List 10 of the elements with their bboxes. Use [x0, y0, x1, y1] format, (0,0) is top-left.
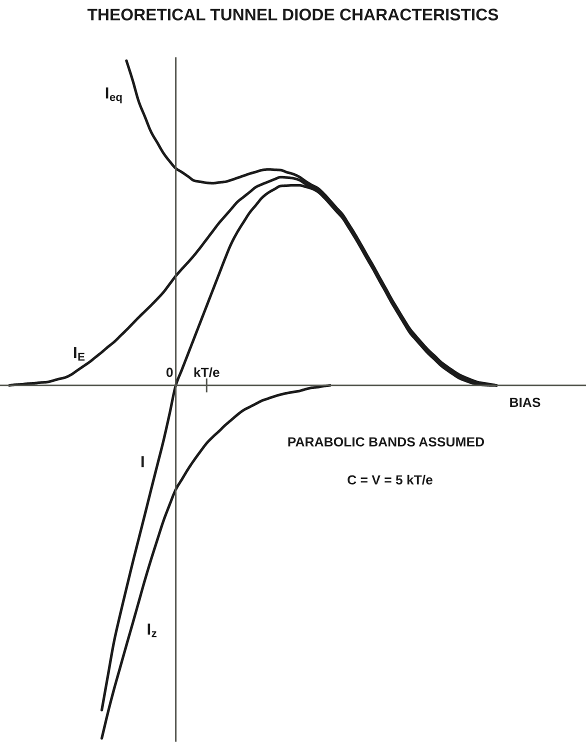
series-label: I$_{eq}$ — [106, 87, 122, 104]
x-axis-title: BIAS — [510, 398, 540, 408]
x-tick-label: kT/e — [194, 367, 220, 378]
series-label: I$_{E}$ — [74, 347, 85, 361]
chart-title: THEORETICAL TUNNEL DIODE CHARACTERISTICS — [87, 8, 498, 20]
series-label: I$_{z}$ — [148, 624, 156, 638]
series-label: I — [141, 456, 144, 468]
x-tick-label: 0 — [166, 368, 173, 378]
annotation: C = V = 5 kT/e — [348, 474, 432, 485]
annotation: PARABOLIC BANDS ASSUMED — [288, 437, 484, 447]
